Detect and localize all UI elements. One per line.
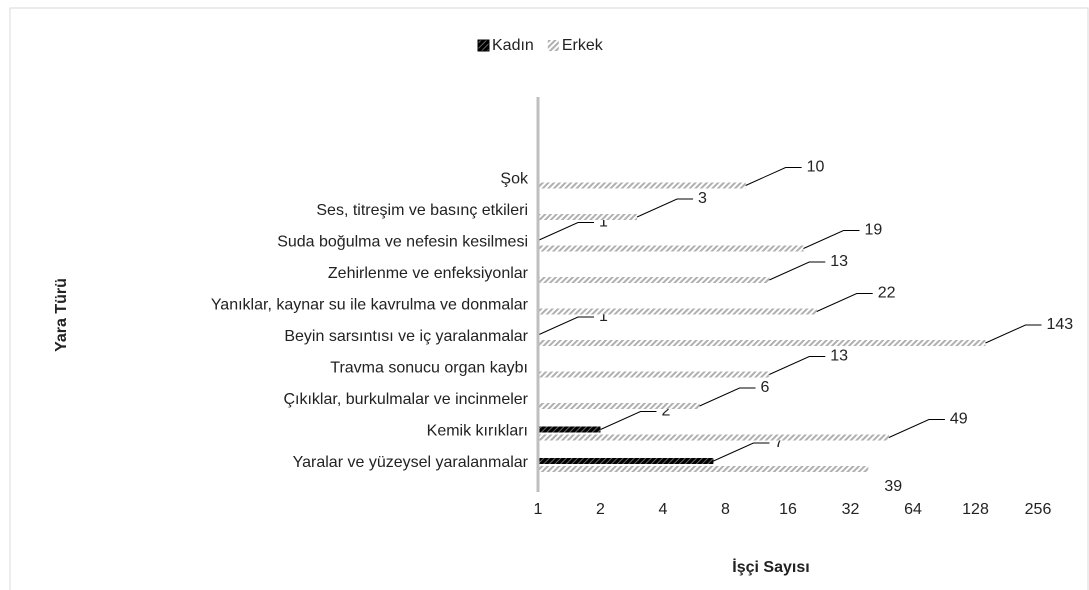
x-tick-label: 256 xyxy=(1025,501,1052,518)
leader-line xyxy=(537,222,594,241)
leader-line xyxy=(769,261,826,281)
x-tick-label: 64 xyxy=(904,501,922,518)
y-tick-label: Yaralar ve yüzeysel yaralanmalar xyxy=(293,454,529,471)
leader-line xyxy=(985,324,1042,344)
y-tick-label: Şok xyxy=(500,171,529,188)
legend-label: Kadın xyxy=(492,37,534,54)
leader-line xyxy=(600,411,657,430)
y-tick-label: Travma sonucu organ kaybı xyxy=(330,360,528,377)
y-tick-label: Yanıklar, kaynar su ile kavrulma ve donm… xyxy=(211,297,529,314)
legend-swatch xyxy=(477,39,490,52)
leader-line xyxy=(769,356,826,375)
chart-border xyxy=(9,7,1089,590)
y-axis-title: Yara Türü xyxy=(53,278,70,352)
y-tick-label: Suda boğulma ve nefesin kesilmesi xyxy=(277,234,528,251)
data-label: 39 xyxy=(884,478,902,495)
bar xyxy=(538,426,601,433)
data-label: 22 xyxy=(878,285,896,302)
data-label: 13 xyxy=(830,348,848,365)
x-tick-label: 128 xyxy=(962,501,989,518)
x-axis-title: İşçi Sayısı xyxy=(732,558,809,576)
bar xyxy=(538,466,869,472)
data-label: 10 xyxy=(807,159,825,176)
bar xyxy=(538,403,700,409)
bar xyxy=(538,277,770,283)
x-tick-label: 4 xyxy=(659,501,668,518)
x-tick-label: 16 xyxy=(779,501,797,518)
x-tick-label: 8 xyxy=(721,501,730,518)
legend-swatch xyxy=(547,40,559,51)
data-label: 7 xyxy=(774,434,783,451)
y-tick-label: Ses, titreşim ve basınç etkileri xyxy=(316,202,528,219)
leader-line xyxy=(888,419,945,438)
x-tick-label: 2 xyxy=(596,501,605,518)
data-label: 6 xyxy=(761,379,770,396)
data-label: 13 xyxy=(830,253,848,270)
bar xyxy=(538,214,638,220)
leader-line xyxy=(636,198,694,218)
y-tick-label: Çıkıklar, burkulmalar ve incinmeler xyxy=(283,391,528,408)
bar xyxy=(538,371,770,378)
data-label: 1 xyxy=(599,214,608,231)
leader-line xyxy=(713,442,770,462)
bar xyxy=(538,340,986,346)
data-label: 3 xyxy=(698,190,707,207)
data-label: 143 xyxy=(1046,316,1073,333)
leader-line xyxy=(699,387,756,407)
leader-line xyxy=(537,316,594,336)
leader-line xyxy=(745,167,802,186)
y-tick-label: Kemik kırıkları xyxy=(427,423,528,440)
data-label: 1 xyxy=(599,308,608,325)
data-label: 49 xyxy=(950,411,968,428)
x-tick-label: 32 xyxy=(842,501,860,518)
bar xyxy=(538,308,817,315)
y-tick-label: Zehirlenme ve enfeksiyonlar xyxy=(328,265,529,282)
bar xyxy=(538,434,889,441)
legend-label: Erkek xyxy=(562,37,604,54)
leader-line xyxy=(816,293,873,312)
bar xyxy=(538,182,746,189)
y-tick-label: Beyin sarsıntısı ve iç yaralanmalar xyxy=(284,328,528,345)
bar xyxy=(538,458,714,464)
data-label: 2 xyxy=(662,403,671,420)
x-tick-label: 1 xyxy=(534,501,543,518)
bar xyxy=(538,245,804,252)
leader-line xyxy=(803,230,860,249)
data-label: 19 xyxy=(864,222,882,239)
